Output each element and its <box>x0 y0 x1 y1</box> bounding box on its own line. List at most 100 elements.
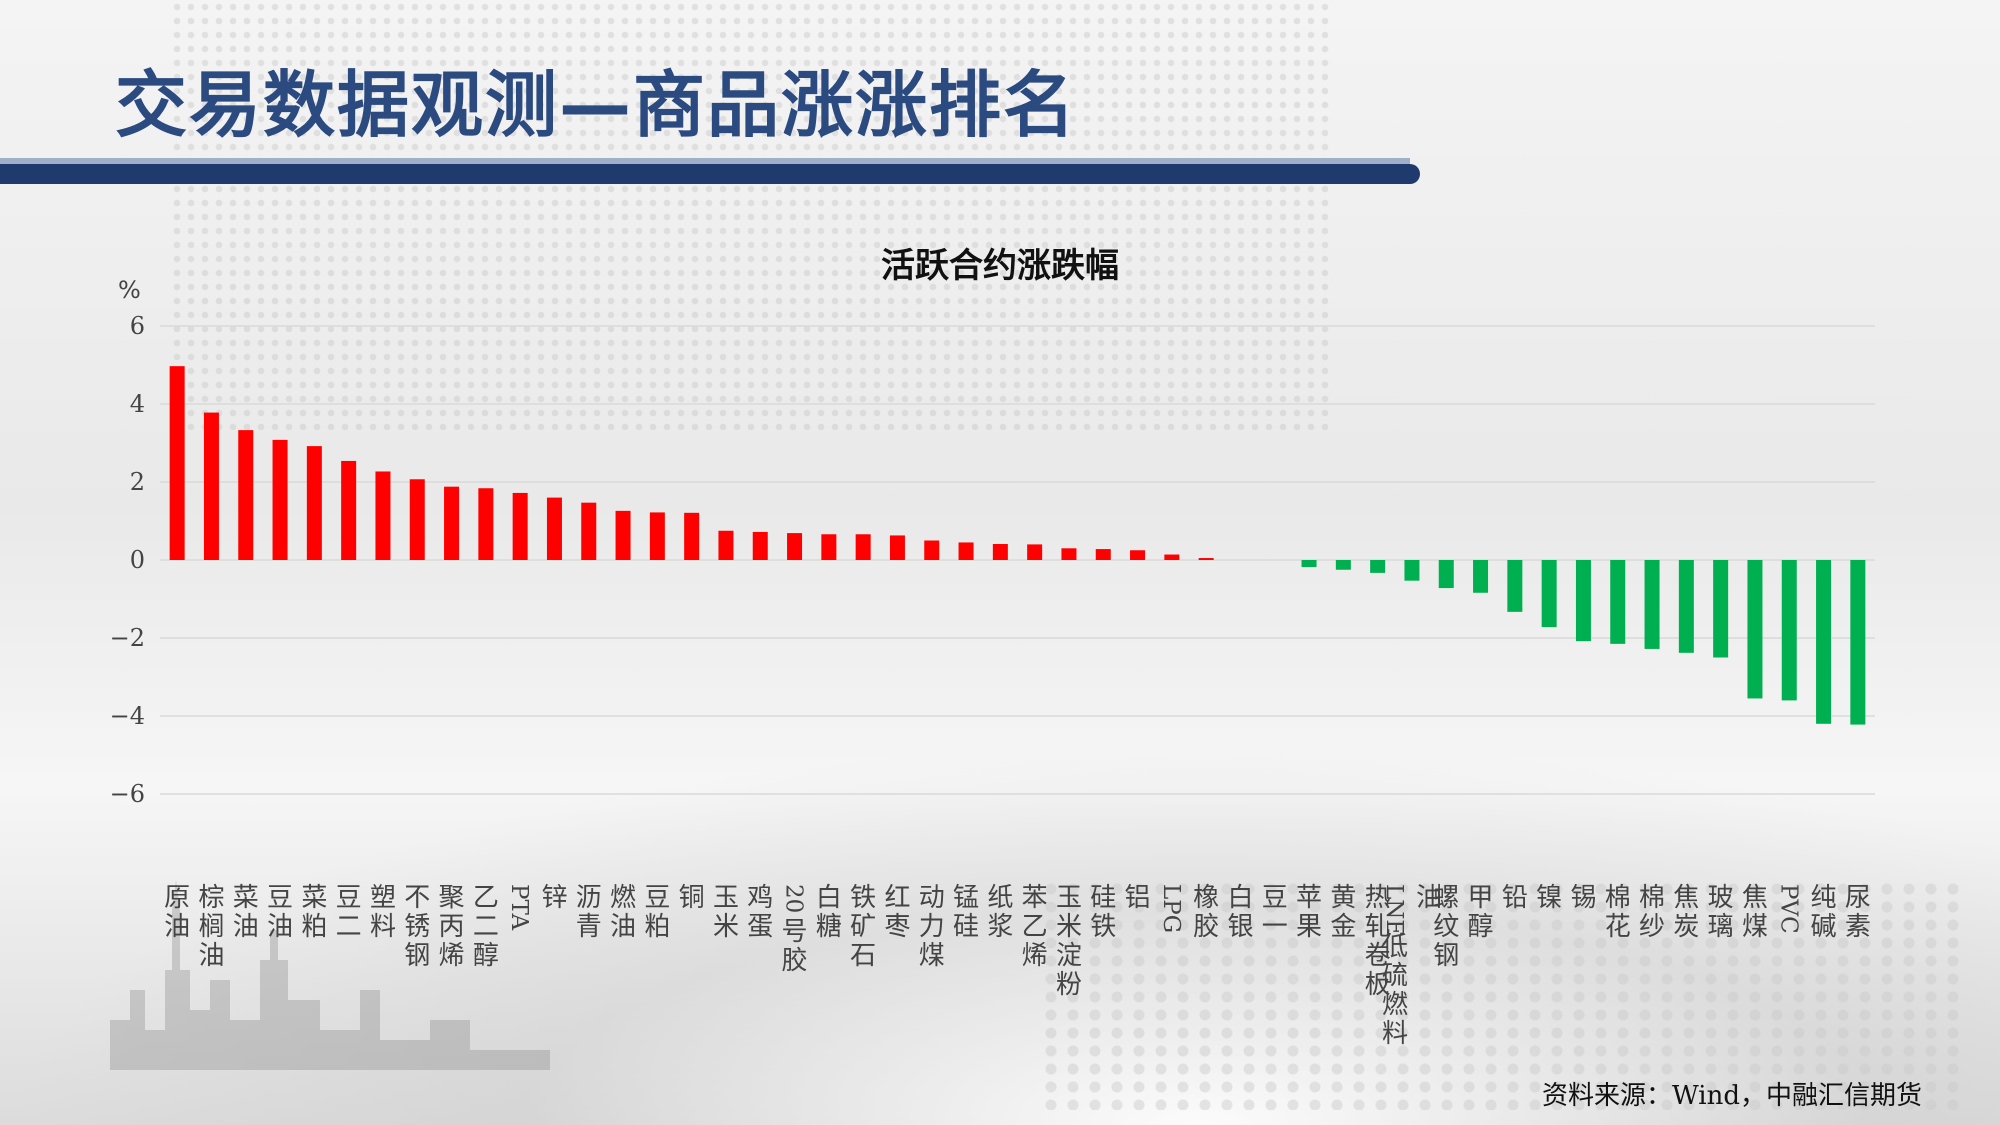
svg-text:丙: 丙 <box>439 912 465 942</box>
svg-text:一: 一 <box>1262 912 1288 942</box>
bar <box>924 540 940 560</box>
svg-text:不: 不 <box>404 883 430 913</box>
bar <box>1781 560 1797 701</box>
svg-text:钢: 钢 <box>1433 941 1459 971</box>
svg-text:力: 力 <box>919 912 945 942</box>
bar <box>649 512 665 560</box>
bar <box>1198 558 1214 560</box>
x-tick-label: 豆二 <box>336 883 362 942</box>
svg-text:尿: 尿 <box>1845 883 1871 913</box>
svg-text:锈: 锈 <box>404 912 430 942</box>
svg-text:豆: 豆 <box>336 883 362 913</box>
bar <box>1061 548 1077 560</box>
bar <box>341 460 357 560</box>
bar <box>444 486 460 560</box>
x-tick-label: 红枣 <box>884 883 910 942</box>
x-tick-label: 白糖 <box>816 883 842 942</box>
svg-text:锰: 锰 <box>953 883 979 913</box>
x-tick-label: 锌 <box>541 883 567 913</box>
bar <box>1678 560 1694 653</box>
bar <box>546 497 562 560</box>
bar <box>1541 560 1557 628</box>
bar <box>1027 544 1043 560</box>
svg-text:果: 果 <box>1296 912 1322 942</box>
svg-text:LPG: LPG <box>1158 884 1184 933</box>
bar <box>889 535 905 560</box>
svg-text:棉: 棉 <box>1605 883 1631 913</box>
svg-text:糖: 糖 <box>816 912 842 942</box>
svg-text:锌: 锌 <box>541 883 567 913</box>
svg-text:锡: 锡 <box>1570 883 1596 913</box>
x-tick-label: 菜油 <box>233 883 259 942</box>
svg-text:卷: 卷 <box>1365 941 1391 971</box>
svg-text:纱: 纱 <box>1639 912 1665 942</box>
title-underline-light <box>0 158 1410 164</box>
svg-text:铁: 铁 <box>1090 912 1116 942</box>
svg-text:石: 石 <box>850 941 876 971</box>
svg-text:鸡: 鸡 <box>747 883 773 913</box>
svg-text:白: 白 <box>816 883 842 913</box>
bar <box>718 530 734 560</box>
chart-title: 活跃合约涨跌幅 <box>881 246 1119 286</box>
svg-text:铅: 铅 <box>1502 883 1528 913</box>
dotted-globe-background <box>1040 880 1960 1110</box>
x-tick-label: 20 号胶 <box>781 884 808 976</box>
svg-text:苹: 苹 <box>1296 883 1322 913</box>
svg-text:米: 米 <box>1056 912 1082 942</box>
svg-text:油: 油 <box>198 941 224 971</box>
bar <box>615 510 631 560</box>
svg-text:粕: 粕 <box>644 912 670 942</box>
x-tick-label: 棉纱 <box>1639 883 1665 942</box>
y-tick-label: 2 <box>130 468 145 496</box>
y-tick-label: 4 <box>130 390 145 418</box>
x-tick-label: 铁矿石 <box>850 883 876 971</box>
bar <box>306 446 322 560</box>
svg-text:银: 银 <box>1227 912 1253 942</box>
x-tick-label: 不锈钢 <box>404 883 430 971</box>
bar <box>1473 560 1489 593</box>
x-tick-label: 原油 <box>164 883 190 942</box>
svg-text:铁: 铁 <box>850 883 876 913</box>
svg-text:烯: 烯 <box>439 941 465 971</box>
x-tick-label: 硅铁 <box>1090 883 1116 942</box>
svg-text:硅: 硅 <box>953 912 979 942</box>
svg-text:醇: 醇 <box>473 941 499 971</box>
x-tick-label: 螺纹钢 <box>1433 883 1459 971</box>
x-tick-label: 塑料 <box>370 883 396 942</box>
svg-text:油: 油 <box>610 912 636 942</box>
svg-text:铝: 铝 <box>1125 883 1151 913</box>
svg-text:煤: 煤 <box>1742 912 1768 942</box>
svg-text:燃: 燃 <box>610 883 636 913</box>
svg-text:白: 白 <box>1227 883 1253 913</box>
x-tick-label: 燃油 <box>610 883 636 942</box>
svg-text:黄: 黄 <box>1330 883 1356 913</box>
x-tick-label: 白银 <box>1227 883 1253 942</box>
svg-text:菜: 菜 <box>233 883 259 913</box>
svg-text:硅: 硅 <box>1090 883 1116 913</box>
x-tick-label: 乙二醇 <box>473 883 499 971</box>
bar <box>958 542 974 560</box>
svg-text:油: 油 <box>233 912 259 942</box>
bar <box>684 512 700 560</box>
svg-text:料: 料 <box>370 912 396 942</box>
svg-text:甲: 甲 <box>1468 883 1494 913</box>
title-underline-bar <box>0 164 1420 184</box>
svg-text:棉: 棉 <box>1639 883 1665 913</box>
world-map-background <box>170 0 1330 430</box>
svg-text:板: 板 <box>1365 970 1391 1000</box>
svg-text:枣: 枣 <box>884 912 910 942</box>
svg-text:炭: 炭 <box>1673 912 1699 942</box>
bar <box>1816 560 1832 724</box>
svg-text:油: 油 <box>1416 883 1442 913</box>
svg-text:低: 低 <box>1382 932 1408 962</box>
bar <box>238 430 254 560</box>
x-tick-label: 豆一 <box>1262 883 1288 942</box>
x-tick-label: 黄金 <box>1330 883 1356 942</box>
bar <box>1850 560 1866 725</box>
bar <box>1575 560 1591 642</box>
bar <box>992 544 1008 560</box>
svg-text:花: 花 <box>1605 912 1631 942</box>
svg-text:烯: 烯 <box>1022 941 1048 971</box>
